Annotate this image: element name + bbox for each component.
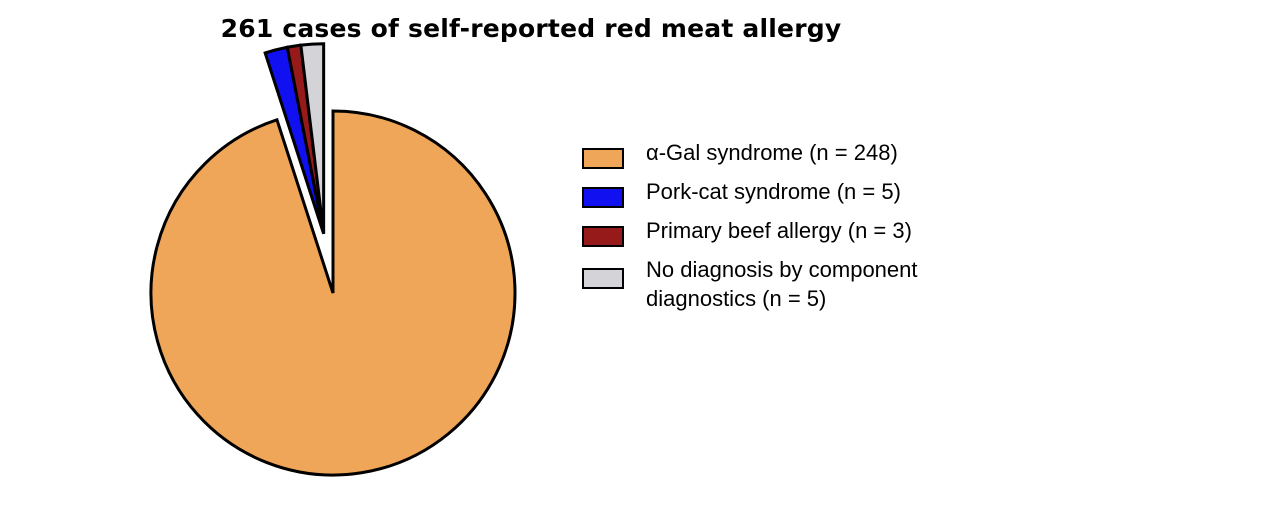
legend-item-no-diagnosis: No diagnosis by component diagnostics (n… [582, 255, 1142, 315]
legend-label-primary-beef: Primary beef allergy (n = 3) [646, 218, 912, 243]
legend-label-no-diagnosis: No diagnosis by component diagnostics (n… [646, 257, 918, 311]
legend-swatch-alpha-gal [582, 148, 624, 169]
legend-item-alpha-gal: α-Gal syndrome (n = 248) [582, 138, 1142, 177]
legend-item-pork-cat: Pork-cat syndrome (n = 5) [582, 177, 1142, 216]
pie-slice-alpha-gal [149, 109, 517, 477]
legend-swatch-no-diagnosis [582, 268, 624, 289]
chart-title: 261 cases of self-reported red meat alle… [220, 14, 842, 43]
pie-slice-no-diagnosis [299, 42, 326, 234]
legend-swatch-primary-beef [582, 226, 624, 247]
legend-item-primary-beef: Primary beef allergy (n = 3) [582, 216, 1142, 255]
legend-swatch-pork-cat [582, 187, 624, 208]
legend-label-alpha-gal: α-Gal syndrome (n = 248) [646, 140, 898, 165]
legend: α-Gal syndrome (n = 248) Pork-cat syndro… [582, 138, 1142, 315]
legend-label-pork-cat: Pork-cat syndrome (n = 5) [646, 179, 901, 204]
